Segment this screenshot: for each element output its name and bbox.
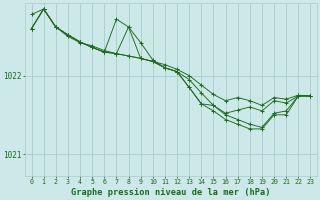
X-axis label: Graphe pression niveau de la mer (hPa): Graphe pression niveau de la mer (hPa) bbox=[71, 188, 271, 197]
